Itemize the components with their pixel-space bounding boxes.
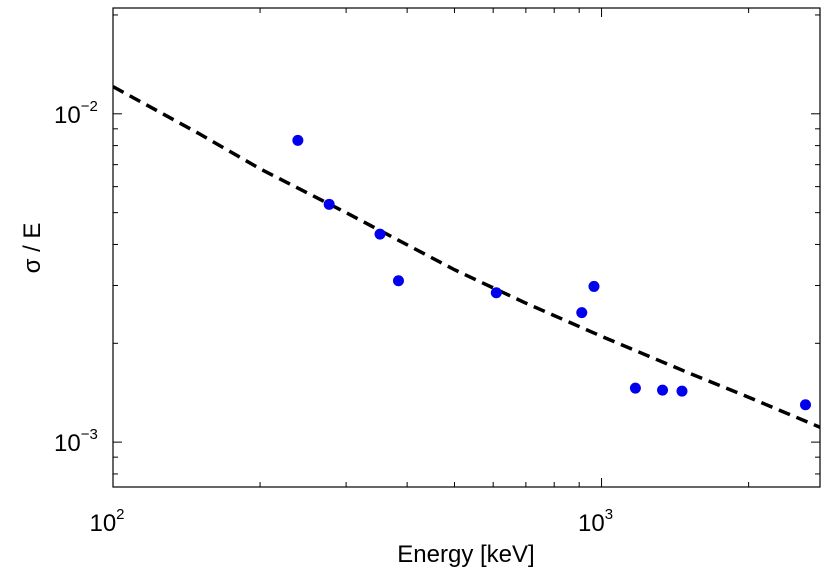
data-point xyxy=(374,228,386,240)
data-point xyxy=(323,198,335,210)
data-point xyxy=(629,382,641,394)
y-tick-label-base: 10 xyxy=(54,102,81,129)
data-point xyxy=(490,287,502,299)
x-axis-title: Energy [keV] xyxy=(397,541,534,568)
fit-curve-dashed xyxy=(113,85,820,429)
x-tick-label-base: 10 xyxy=(578,510,605,537)
x-tick-label: 102 xyxy=(89,506,124,537)
data-point xyxy=(292,134,304,146)
y-axis-title: σ / E xyxy=(19,223,46,274)
plot-area-frame xyxy=(112,7,821,488)
y-tick-label: 10−2 xyxy=(54,98,98,129)
data-point xyxy=(576,307,588,319)
x-tick-label: 103 xyxy=(578,506,613,537)
y-tick-label-base: 10 xyxy=(54,430,81,457)
y-tick-label-exp: −2 xyxy=(81,98,98,115)
data-point xyxy=(588,280,600,292)
y-tick-label: 10−3 xyxy=(54,426,98,457)
x-tick-label-exp: 3 xyxy=(605,506,613,523)
data-point xyxy=(676,385,688,397)
data-point xyxy=(657,384,669,396)
data-point xyxy=(392,275,404,287)
data-point xyxy=(799,399,811,411)
x-tick-label-base: 10 xyxy=(89,510,116,537)
x-tick-label-exp: 2 xyxy=(116,506,124,523)
y-tick-label-exp: −3 xyxy=(81,426,98,443)
